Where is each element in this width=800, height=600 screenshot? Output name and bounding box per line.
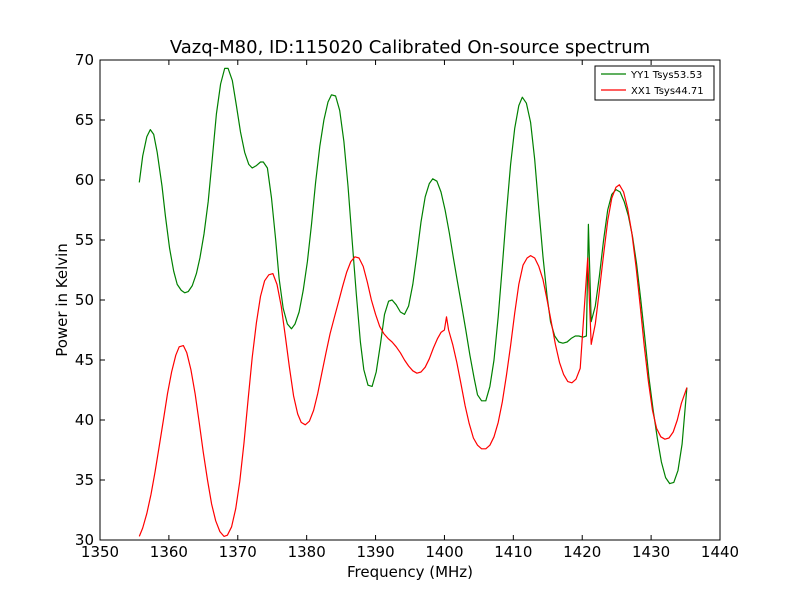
series-line-1 <box>138 184 688 537</box>
x-tick-label: 1420 <box>563 543 601 561</box>
x-tick-label: 1410 <box>494 543 532 561</box>
y-tick-label: 55 <box>75 231 94 249</box>
y-tick-label: 70 <box>75 51 94 69</box>
x-tick-label: 1360 <box>150 543 188 561</box>
x-tick-label: 1390 <box>356 543 394 561</box>
y-tick-label: 60 <box>75 171 94 189</box>
x-axis-label: Frequency (MHz) <box>347 563 473 581</box>
y-axis-label: Power in Kelvin <box>53 243 71 357</box>
y-tick-label: 40 <box>75 411 94 429</box>
legend-label-yy1: YY1 Tsys53.53 <box>630 70 702 81</box>
chart-title: Vazq-M80, ID:115020 Calibrated On-source… <box>170 37 650 58</box>
legend-box <box>594 65 715 101</box>
series-layer <box>138 67 688 537</box>
x-tick-label: 1440 <box>701 543 739 561</box>
x-tick-label: 1350 <box>81 543 119 561</box>
legend: YY1 Tsys53.53 XX1 Tsys44.71 <box>594 65 715 101</box>
y-tick-label: 35 <box>75 471 94 489</box>
y-tick-label: 50 <box>75 291 94 309</box>
x-tick-label: 1430 <box>632 543 670 561</box>
x-tick-label: 1380 <box>288 543 326 561</box>
y-tick-label: 45 <box>75 351 94 369</box>
legend-label-xx1: XX1 Tsys44.71 <box>631 86 704 97</box>
x-tick-label: 1370 <box>219 543 257 561</box>
x-tick-label: 1400 <box>425 543 463 561</box>
y-tick-label: 65 <box>75 111 94 129</box>
y-tick-label: 30 <box>75 531 94 549</box>
axes: 1350 1360 1370 1380 1390 1400 1410 1420 1430 1440… <box>75 51 739 561</box>
series-line-0 <box>138 67 688 485</box>
